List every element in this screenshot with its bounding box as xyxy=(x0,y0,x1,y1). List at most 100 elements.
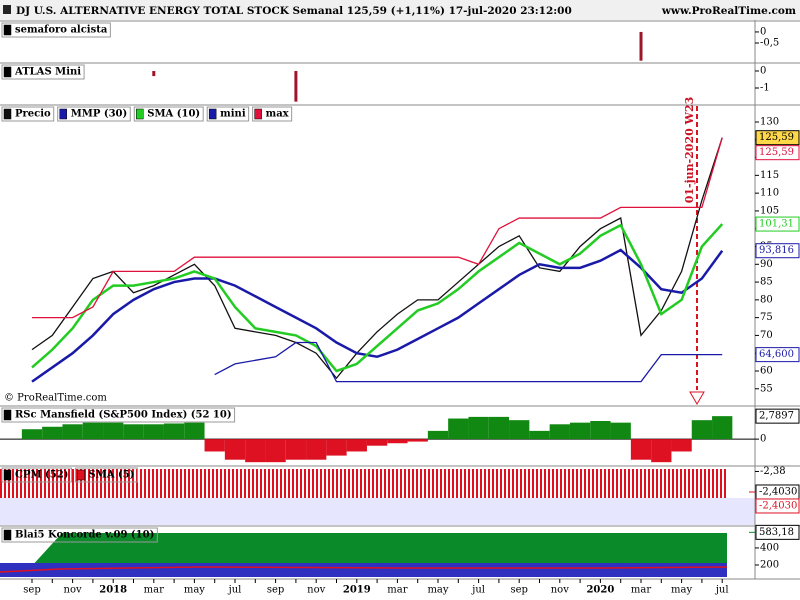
bar xyxy=(590,421,611,440)
legend-swatch xyxy=(77,469,85,481)
value-label-box xyxy=(755,347,800,363)
bar xyxy=(294,70,298,102)
bar xyxy=(265,439,286,463)
legend-label: RSc Mansfield (S&P500 Index) (52 10) xyxy=(15,410,232,421)
legend-box xyxy=(1,407,236,423)
icon xyxy=(3,5,11,14)
x-tick-label: mar xyxy=(631,585,651,596)
x-tick-label: jul xyxy=(715,585,729,596)
value-label-box xyxy=(755,216,800,232)
bar xyxy=(448,418,469,440)
header-site: www.ProRealTime.com xyxy=(661,5,796,17)
x-tick-label: may xyxy=(671,585,692,596)
bar xyxy=(427,430,449,440)
bar xyxy=(407,439,428,442)
legend-label: Blai5 Koncorde v.09 (10) xyxy=(15,530,154,541)
bar xyxy=(387,439,408,444)
legend-box xyxy=(74,467,138,483)
annotation: 01-jun-2020 W23 xyxy=(683,97,696,204)
legend-label: MMP (30) xyxy=(71,109,128,120)
legend-swatch xyxy=(208,108,217,120)
x-tick-label: may xyxy=(184,585,205,596)
series-line xyxy=(31,248,724,383)
x-tick-label: mar xyxy=(144,585,164,596)
series-line xyxy=(31,223,724,373)
bar xyxy=(691,420,713,440)
bar xyxy=(82,422,104,440)
value-label-box xyxy=(755,498,800,514)
legend-box xyxy=(1,106,55,122)
y-tick-label: 130 xyxy=(760,117,779,128)
y-tick-label: 70 xyxy=(760,330,773,341)
legend-swatch xyxy=(254,108,262,120)
copyright: © ProRealTime.com xyxy=(4,393,107,404)
bar xyxy=(549,424,570,440)
y-tick-label: 0 xyxy=(760,65,766,76)
value-label-box xyxy=(755,145,800,161)
value-label: 64,600 xyxy=(759,349,794,360)
y-tick-label: 55 xyxy=(760,383,773,394)
legend-label: max xyxy=(266,109,290,120)
y-tick-label: -0,5 xyxy=(760,37,779,48)
koncorde-blue xyxy=(0,563,727,577)
bar xyxy=(326,439,347,456)
x-tick-label: sep xyxy=(267,585,284,596)
y-tick-label: 60 xyxy=(760,365,773,376)
legend-swatch xyxy=(59,108,67,120)
bar xyxy=(630,439,652,460)
y-tick-label: 75 xyxy=(760,312,773,323)
legend-box xyxy=(1,527,158,543)
x-tick-label: jul xyxy=(471,585,485,596)
value-label-box xyxy=(755,408,800,424)
bar xyxy=(346,439,367,452)
legend-label: ATLAS Mini xyxy=(14,67,81,78)
legend-label: SMA (5) xyxy=(88,470,134,481)
legend-swatch xyxy=(136,108,144,120)
x-tick-label: sep xyxy=(510,585,527,596)
x-tick-label: nov xyxy=(307,585,325,596)
x-tick-label: may xyxy=(427,585,448,596)
bar xyxy=(62,424,83,440)
y-tick-label: 115 xyxy=(760,170,779,181)
y-tick-label: 0 xyxy=(760,434,766,445)
bar xyxy=(488,416,510,440)
legend-label: Precio xyxy=(15,109,51,120)
x-tick-label: 2018 xyxy=(99,585,127,596)
bar xyxy=(152,70,156,77)
series-line xyxy=(214,341,723,383)
value-label-box xyxy=(755,130,800,146)
bar xyxy=(671,439,692,452)
legend-box xyxy=(1,64,85,80)
legend-box xyxy=(1,467,72,483)
value-label: 125,59 xyxy=(759,132,794,143)
bar xyxy=(224,439,246,460)
cpm-stripes xyxy=(0,469,727,498)
bar xyxy=(712,416,733,440)
y-tick-label: 200 xyxy=(760,559,779,570)
x-tick-label: nov xyxy=(64,585,82,596)
bar xyxy=(285,439,307,460)
value-label: 93,816 xyxy=(759,245,794,256)
bar xyxy=(184,422,205,440)
legend-swatch xyxy=(3,409,12,421)
x-tick-label: 2019 xyxy=(343,585,371,596)
legend-box xyxy=(206,106,250,122)
legend-swatch xyxy=(3,529,12,541)
bar xyxy=(163,423,185,440)
value-label: 125,59 xyxy=(759,147,794,158)
y-tick-label: -2,38 xyxy=(760,466,786,477)
y-tick-label: 105 xyxy=(760,205,779,216)
header-title: DJ U.S. ALTERNATIVE ENERGY TOTAL STOCK S… xyxy=(16,5,572,17)
y-tick-label: 0 xyxy=(760,26,766,37)
value-label: 101,31 xyxy=(759,219,794,230)
y-tick-label: 90 xyxy=(760,259,773,270)
bar xyxy=(42,426,63,440)
legend-label: SMA (10) xyxy=(147,109,200,120)
legend-swatch xyxy=(3,66,12,78)
legend-label: CPM (52) xyxy=(15,470,68,481)
x-tick-label: nov xyxy=(551,585,569,596)
value-label: -2,4030 xyxy=(759,500,797,511)
bar xyxy=(610,422,631,440)
legend-box xyxy=(252,106,293,122)
legend-label: mini xyxy=(220,109,246,120)
